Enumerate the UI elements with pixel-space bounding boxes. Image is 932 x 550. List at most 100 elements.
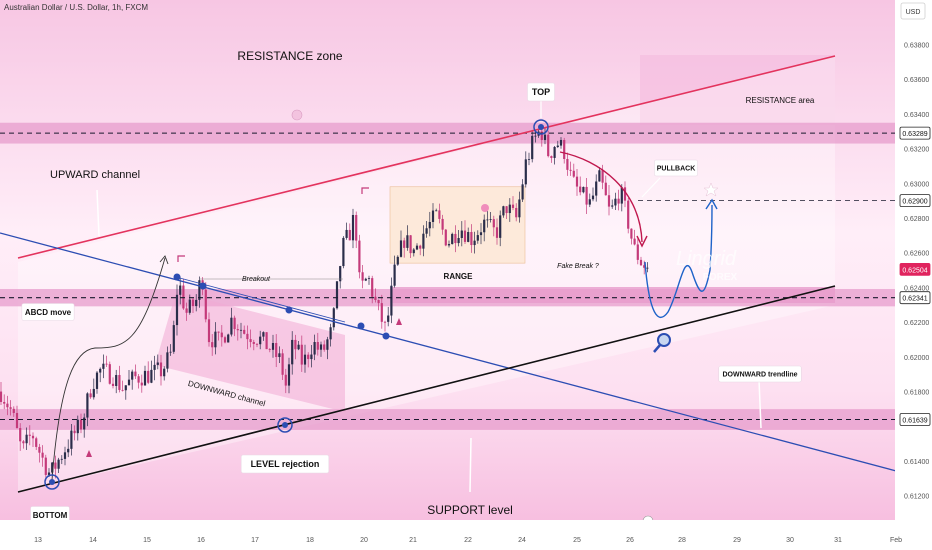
- candle: [9, 400, 12, 416]
- candle: [284, 368, 287, 394]
- candle: [287, 357, 291, 394]
- candle-body: [291, 339, 294, 365]
- candle-body: [588, 199, 591, 205]
- candle-body: [281, 353, 284, 375]
- bottom-marker-dot: [49, 479, 55, 485]
- bottom-marker-ring: [44, 474, 60, 490]
- breakout-point-b-dot: [199, 282, 207, 290]
- candle-body: [607, 195, 611, 207]
- candle-body: [191, 299, 195, 307]
- candle: [307, 352, 310, 368]
- candle-body: [617, 198, 620, 204]
- candle-body: [323, 344, 326, 350]
- candle-body: [3, 401, 6, 404]
- pullback-pointer: [641, 177, 661, 198]
- abcd-move-curve: [51, 257, 166, 481]
- abcd-move-label: ABCD move: [21, 303, 75, 321]
- candle-body: [543, 134, 547, 141]
- candle: [348, 223, 351, 241]
- candle-body: [486, 219, 489, 221]
- candle: [86, 392, 89, 427]
- candle: [515, 203, 518, 222]
- candle: [351, 208, 355, 249]
- candle: [204, 282, 207, 323]
- candle-body: [566, 158, 569, 170]
- price-tag-box: [899, 194, 931, 208]
- candle: [243, 325, 246, 335]
- candle: [563, 137, 566, 164]
- candle-body: [236, 329, 239, 331]
- candle: [214, 322, 217, 355]
- candle: [249, 329, 252, 348]
- candle-body: [406, 235, 409, 248]
- candle-body: [422, 233, 425, 249]
- candle: [492, 215, 495, 237]
- candle-body: [467, 232, 470, 242]
- zone-band-1: [0, 409, 895, 430]
- candle: [31, 432, 35, 448]
- candle-body: [572, 170, 575, 177]
- candle-body: [470, 232, 473, 246]
- candle: [630, 228, 633, 245]
- candle-body: [83, 417, 86, 430]
- candle-body: [150, 369, 153, 383]
- candle: [291, 331, 294, 375]
- range-label: RANGE: [444, 272, 474, 281]
- candle-body: [518, 199, 521, 218]
- candle-body: [25, 434, 28, 444]
- channel-point-d: [357, 322, 365, 330]
- candle: [12, 406, 15, 417]
- candle: [566, 152, 569, 176]
- candle-body: [243, 329, 246, 334]
- candle: [313, 334, 316, 361]
- candle-body: [438, 210, 441, 219]
- candle: [134, 364, 137, 380]
- candle: [495, 218, 499, 245]
- candle-body: [390, 285, 393, 316]
- candle-body: [643, 265, 646, 268]
- candle-body: [310, 354, 313, 360]
- candle-body: [547, 134, 550, 157]
- x-tick-label: 21: [409, 537, 417, 544]
- candle: [156, 354, 159, 370]
- level-rejection-marker-dot: [282, 422, 288, 428]
- price-tag-text: 0.61639: [902, 418, 927, 425]
- pullback-label: PULLBACK: [654, 159, 698, 177]
- level-rejection-marker: [277, 417, 293, 433]
- upward-channel-label: UPWARD channel: [50, 169, 140, 181]
- candle: [454, 225, 457, 253]
- price-tag-0: 0.63289: [899, 126, 931, 140]
- x-tick-label: 31: [834, 537, 842, 544]
- candle-body: [73, 430, 76, 434]
- resistance-zone-label: RESISTANCE zone: [237, 49, 342, 63]
- candle: [297, 341, 300, 351]
- candle: [527, 152, 531, 166]
- magnifier-lens: [657, 333, 671, 347]
- abcd-move-label-box: [21, 303, 75, 321]
- candle: [623, 181, 627, 208]
- candle-body: [268, 349, 271, 350]
- candle: [499, 210, 502, 247]
- candle-body: [172, 325, 175, 352]
- candle-body: [12, 408, 15, 413]
- candle: [518, 191, 521, 223]
- price-tag-box: [899, 413, 931, 426]
- candle-body: [403, 240, 406, 248]
- candle: [444, 228, 447, 247]
- candle-body: [569, 169, 572, 171]
- candle-body: [556, 145, 559, 148]
- candle-body: [550, 156, 553, 158]
- candle: [153, 355, 156, 381]
- candle: [105, 355, 108, 368]
- channel-point-c-dot: [285, 306, 293, 314]
- star-icon: [703, 182, 719, 197]
- x-tick-label: 29: [733, 537, 741, 544]
- candle: [393, 255, 396, 288]
- candle: [143, 365, 147, 386]
- candle-body: [275, 342, 278, 358]
- y-tick-label: 0.61200: [904, 494, 929, 501]
- candle: [473, 231, 476, 254]
- price-tag-box: [899, 126, 931, 140]
- candle: [431, 203, 435, 229]
